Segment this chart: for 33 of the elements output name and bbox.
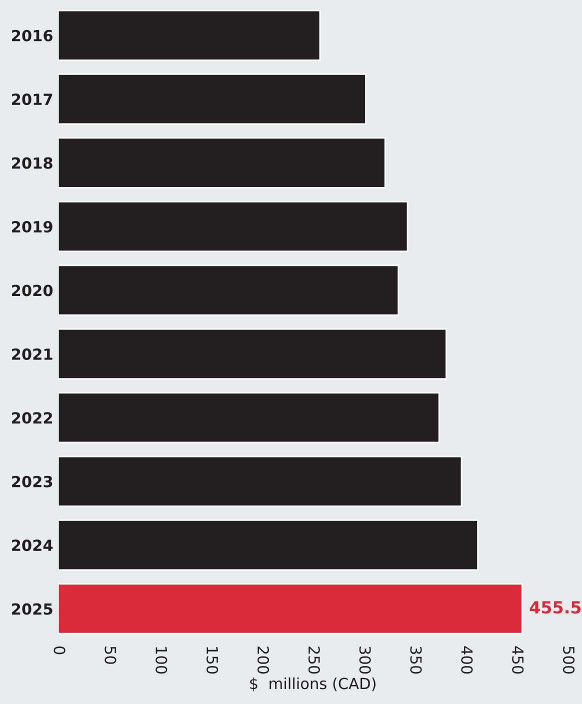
bar: [58, 456, 462, 507]
bar: [58, 10, 321, 61]
y-tick-label: 2019: [12, 220, 52, 233]
x-tick-label: 500: [563, 646, 575, 674]
y-tick-label: 2023: [12, 476, 52, 488]
y-tick-label: 2016: [12, 30, 53, 42]
bar: [58, 583, 523, 634]
bar: [58, 520, 479, 571]
y-tick-label: 2018: [12, 157, 52, 169]
x-tick-label: 150: [206, 647, 218, 674]
x-tick-label: 50: [104, 646, 116, 664]
x-tick-label: 400: [461, 646, 473, 674]
x-tick-label: 350: [410, 646, 422, 674]
y-tick-label: 2024: [12, 540, 53, 552]
bar: [58, 74, 366, 125]
y-tick-label: 2025: [12, 603, 52, 615]
x-tick-label: 100: [156, 647, 168, 674]
y-tick-label: 2022: [12, 412, 52, 424]
x-axis-title: $ millions (CAD): [250, 677, 376, 692]
bar: [58, 200, 408, 252]
bar: [58, 137, 386, 188]
bar: [58, 392, 440, 444]
y-tick-label: 2020: [12, 284, 53, 296]
x-tick-label: 200: [257, 646, 270, 674]
x-tick-label: 250: [308, 646, 320, 674]
x-tick-label: 300: [359, 646, 371, 674]
bar: [58, 264, 400, 316]
y-tick-label: 2017: [12, 94, 52, 106]
x-tick-label: 450: [512, 646, 524, 674]
bar: [58, 328, 447, 380]
x-tick-label: 0: [54, 646, 66, 654]
data-label: 455.5: [530, 601, 581, 614]
y-tick-label: 2021: [12, 348, 52, 360]
